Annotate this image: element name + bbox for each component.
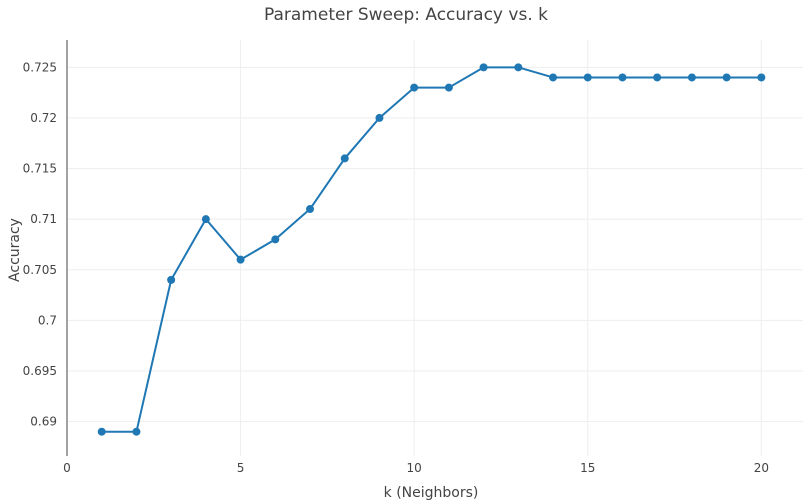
data-point-k-19 — [722, 73, 731, 82]
y-tick-label-4: 0.71 — [30, 212, 57, 226]
y-tick-label-7: 0.725 — [23, 60, 57, 74]
y-tick-label-2: 0.7 — [38, 313, 57, 327]
data-point-k-6 — [271, 235, 280, 244]
data-point-k-7 — [306, 205, 315, 214]
tick-labels: 0 5 10 15 20 0.69 0.695 0.7 0.705 0.71 0.715 0.72 0.… — [23, 60, 769, 475]
data-point-k-12 — [479, 63, 488, 72]
data-point-k-14 — [549, 73, 558, 82]
data-point-k-2 — [132, 427, 141, 436]
chart-title: Parameter Sweep: Accuracy vs. k — [264, 5, 548, 25]
y-axis-title: Accuracy — [7, 218, 23, 282]
x-tick-label-3: 15 — [580, 461, 595, 475]
data-point-k-15 — [583, 73, 592, 82]
data-point-k-20 — [757, 73, 766, 82]
y-tick-label-5: 0.715 — [23, 162, 57, 176]
x-tick-label-4: 20 — [754, 461, 769, 475]
data-point-k-18 — [687, 73, 696, 82]
series-layer — [97, 63, 766, 436]
x-tick-label-0: 0 — [63, 461, 71, 475]
data-point-k-5 — [236, 255, 245, 264]
x-tick-label-1: 5 — [237, 461, 245, 475]
y-tick-label-6: 0.72 — [30, 111, 57, 125]
data-point-k-16 — [618, 73, 627, 82]
data-point-k-10 — [410, 83, 419, 92]
data-point-k-9 — [375, 113, 384, 122]
y-tick-label-3: 0.705 — [23, 263, 57, 277]
data-point-k-17 — [653, 73, 662, 82]
data-point-k-8 — [340, 154, 349, 163]
grid-lines — [66, 40, 803, 456]
x-axis-title: k (Neighbors) — [384, 485, 479, 500]
y-tick-label-1: 0.695 — [23, 364, 57, 378]
data-point-k-3 — [167, 275, 176, 284]
y-tick-label-0: 0.69 — [30, 415, 57, 429]
data-point-k-4 — [201, 215, 210, 224]
data-point-k-1 — [97, 427, 106, 436]
x-tick-label-2: 10 — [407, 461, 422, 475]
data-point-k-11 — [444, 83, 453, 92]
data-point-k-13 — [514, 63, 523, 72]
accuracy-series-line — [100, 66, 763, 433]
